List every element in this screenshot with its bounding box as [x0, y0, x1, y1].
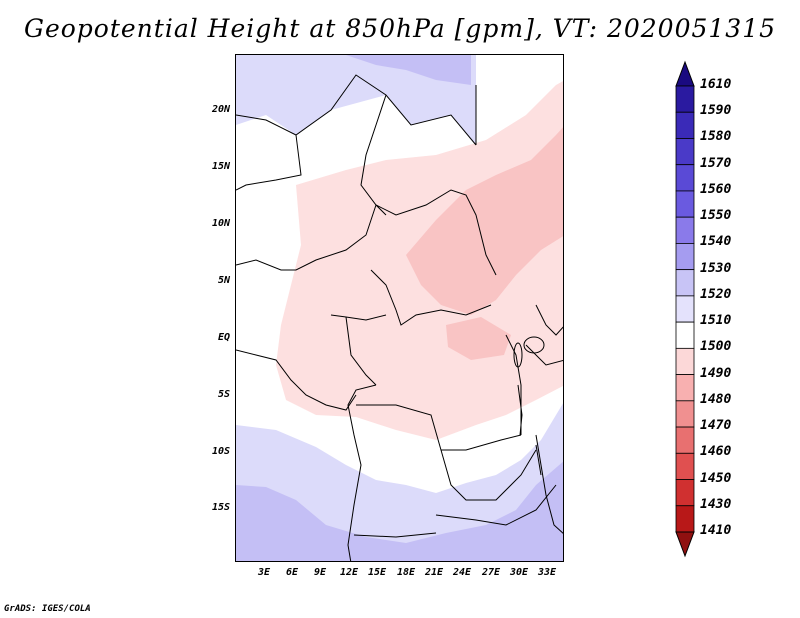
lat-tick-label: 5S — [217, 389, 230, 400]
lon-tick-label: 33E — [537, 567, 557, 578]
map-frame — [235, 54, 564, 562]
colorbar-swatch — [675, 138, 695, 166]
colorbar-swatch — [675, 505, 695, 533]
colorbar-level-label: 1520 — [700, 286, 732, 302]
height-field-map — [236, 55, 563, 561]
colorbar-swatch — [675, 111, 695, 139]
colorbar-swatch — [675, 347, 695, 375]
colorbar-swatch — [675, 400, 695, 428]
lon-tick-label: 3E — [257, 567, 271, 578]
lon-tick-label: 12E — [339, 567, 359, 578]
colorbar-level-label: 1510 — [700, 313, 732, 329]
field-region-north-lavender — [236, 55, 476, 145]
colorbar-swatch — [675, 479, 695, 507]
lon-tick-label: 15E — [367, 567, 387, 578]
colorbar-level-label: 1470 — [700, 418, 732, 434]
lon-tick-label: 30E — [509, 567, 529, 578]
lat-tick-label: 15S — [211, 502, 230, 513]
lat-tick-label: 10S — [211, 446, 230, 457]
colorbar-level-label: 1450 — [700, 470, 732, 486]
colorbar-swatch — [675, 452, 695, 480]
colorbar-cap-top — [675, 60, 695, 87]
colorbar-swatch — [675, 374, 695, 402]
colorbar-level-label: 1610 — [700, 77, 732, 92]
lat-tick-label: EQ — [217, 332, 230, 343]
footer-credit: GrADS: IGES/COLA — [4, 604, 91, 614]
field-region-north-medium — [346, 55, 471, 85]
lat-tick-label: 15N — [211, 161, 230, 172]
colorbar-level-label: 1430 — [700, 496, 732, 512]
colorbar-swatch — [675, 85, 695, 113]
colorbar-level-label: 1500 — [700, 339, 732, 355]
colorbar-cap-bottom — [675, 531, 695, 558]
colorbar-level-label: 1410 — [700, 523, 732, 538]
colorbar-swatch — [675, 164, 695, 192]
lat-tick-label: 20N — [211, 104, 230, 115]
colorbar-level-label: 1460 — [700, 444, 732, 460]
lakes — [513, 336, 545, 476]
lat-tick-label: 10N — [211, 218, 230, 229]
lon-tick-label: 6E — [285, 567, 299, 578]
colorbar-level-label: 1570 — [700, 155, 732, 171]
colorbar-swatch — [675, 190, 695, 218]
colorbar-level-label: 1550 — [700, 208, 732, 224]
field-blob-east-pink — [446, 317, 511, 360]
colorbar-swatch — [675, 321, 695, 349]
colorbar-level-label: 1590 — [700, 103, 732, 119]
colorbar-swatch — [675, 295, 695, 323]
lon-tick-label: 24E — [452, 567, 472, 578]
field-region-central-darkpink — [406, 127, 563, 315]
chart-title: Geopotential Height at 850hPa [gpm], VT:… — [23, 14, 777, 43]
colorbar-level-label: 1580 — [700, 129, 732, 145]
colorbar-swatch — [675, 216, 695, 244]
colorbar-level-label: 1540 — [700, 234, 732, 250]
colorbar-swatch — [675, 243, 695, 271]
colorbar-level-label: 1530 — [700, 260, 732, 276]
country-borders — [236, 74, 563, 561]
colorbar-level-label: 1480 — [700, 391, 732, 407]
lon-tick-label: 9E — [313, 567, 327, 578]
lon-tick-label: 18E — [396, 567, 416, 578]
field-blob-west-white — [236, 173, 296, 280]
lon-tick-label: 27E — [481, 567, 501, 578]
lon-tick-label: 21E — [424, 567, 444, 578]
colorbar-level-label: 1490 — [700, 365, 732, 381]
colorbar-level-label: 1560 — [700, 181, 732, 197]
lat-tick-label: 5N — [217, 275, 230, 286]
colorbar-swatch — [675, 269, 695, 297]
colorbar-swatch — [675, 426, 695, 454]
field-region-south-medium — [236, 461, 563, 561]
